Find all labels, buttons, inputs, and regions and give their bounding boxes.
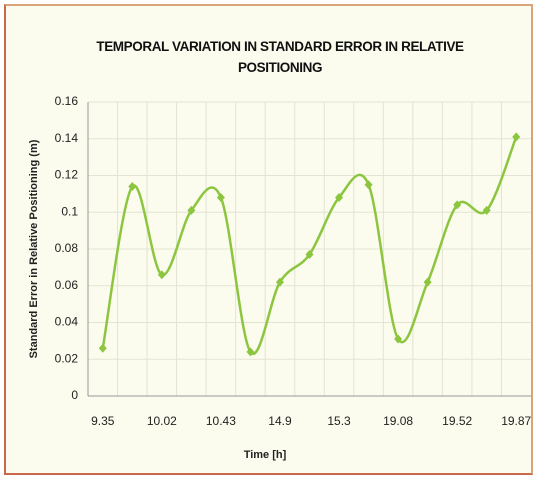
point-marker bbox=[364, 180, 373, 190]
y-tick-label: 0.1 bbox=[61, 204, 78, 218]
chart-title: TEMPORAL VARIATION IN STANDARD ERROR IN … bbox=[96, 39, 464, 75]
y-tick-label: 0.12 bbox=[55, 168, 79, 182]
y-tick-label: 0.08 bbox=[55, 241, 79, 255]
x-tick-label: 9.35 bbox=[91, 414, 115, 428]
point-marker bbox=[157, 270, 166, 280]
y-tick-label: 0.02 bbox=[55, 351, 79, 365]
y-tick-label: 0.04 bbox=[55, 315, 79, 329]
y-tick-label: 0 bbox=[71, 388, 78, 402]
point-marker bbox=[394, 334, 403, 344]
x-tick-label: 15.3 bbox=[327, 414, 351, 428]
x-axis-label: Time [h] bbox=[244, 449, 287, 461]
point-marker bbox=[423, 277, 432, 287]
y-tick-label: 0.14 bbox=[55, 131, 79, 145]
point-marker bbox=[128, 182, 137, 192]
point-marker bbox=[512, 132, 521, 142]
y-axis-label: Standard Error in Relative Positioning (… bbox=[28, 139, 40, 358]
x-tick-label: 19.87 bbox=[501, 414, 531, 428]
x-tick-label: 19.08 bbox=[383, 414, 413, 428]
point-marker bbox=[187, 205, 196, 215]
point-marker bbox=[275, 277, 284, 287]
point-marker bbox=[246, 347, 255, 357]
point-marker bbox=[335, 193, 344, 203]
point-marker bbox=[98, 343, 107, 353]
y-tick-label: 0.16 bbox=[55, 94, 79, 108]
point-marker bbox=[482, 205, 491, 215]
y-tick-label: 0.06 bbox=[55, 278, 79, 292]
point-marker bbox=[453, 200, 462, 210]
point-marker bbox=[305, 250, 314, 260]
x-tick-label: 14.9 bbox=[268, 414, 292, 428]
x-tick-label: 19.52 bbox=[442, 414, 472, 428]
point-marker bbox=[216, 193, 225, 203]
x-tick-label: 10.43 bbox=[206, 414, 236, 428]
x-tick-label: 10.02 bbox=[147, 414, 177, 428]
